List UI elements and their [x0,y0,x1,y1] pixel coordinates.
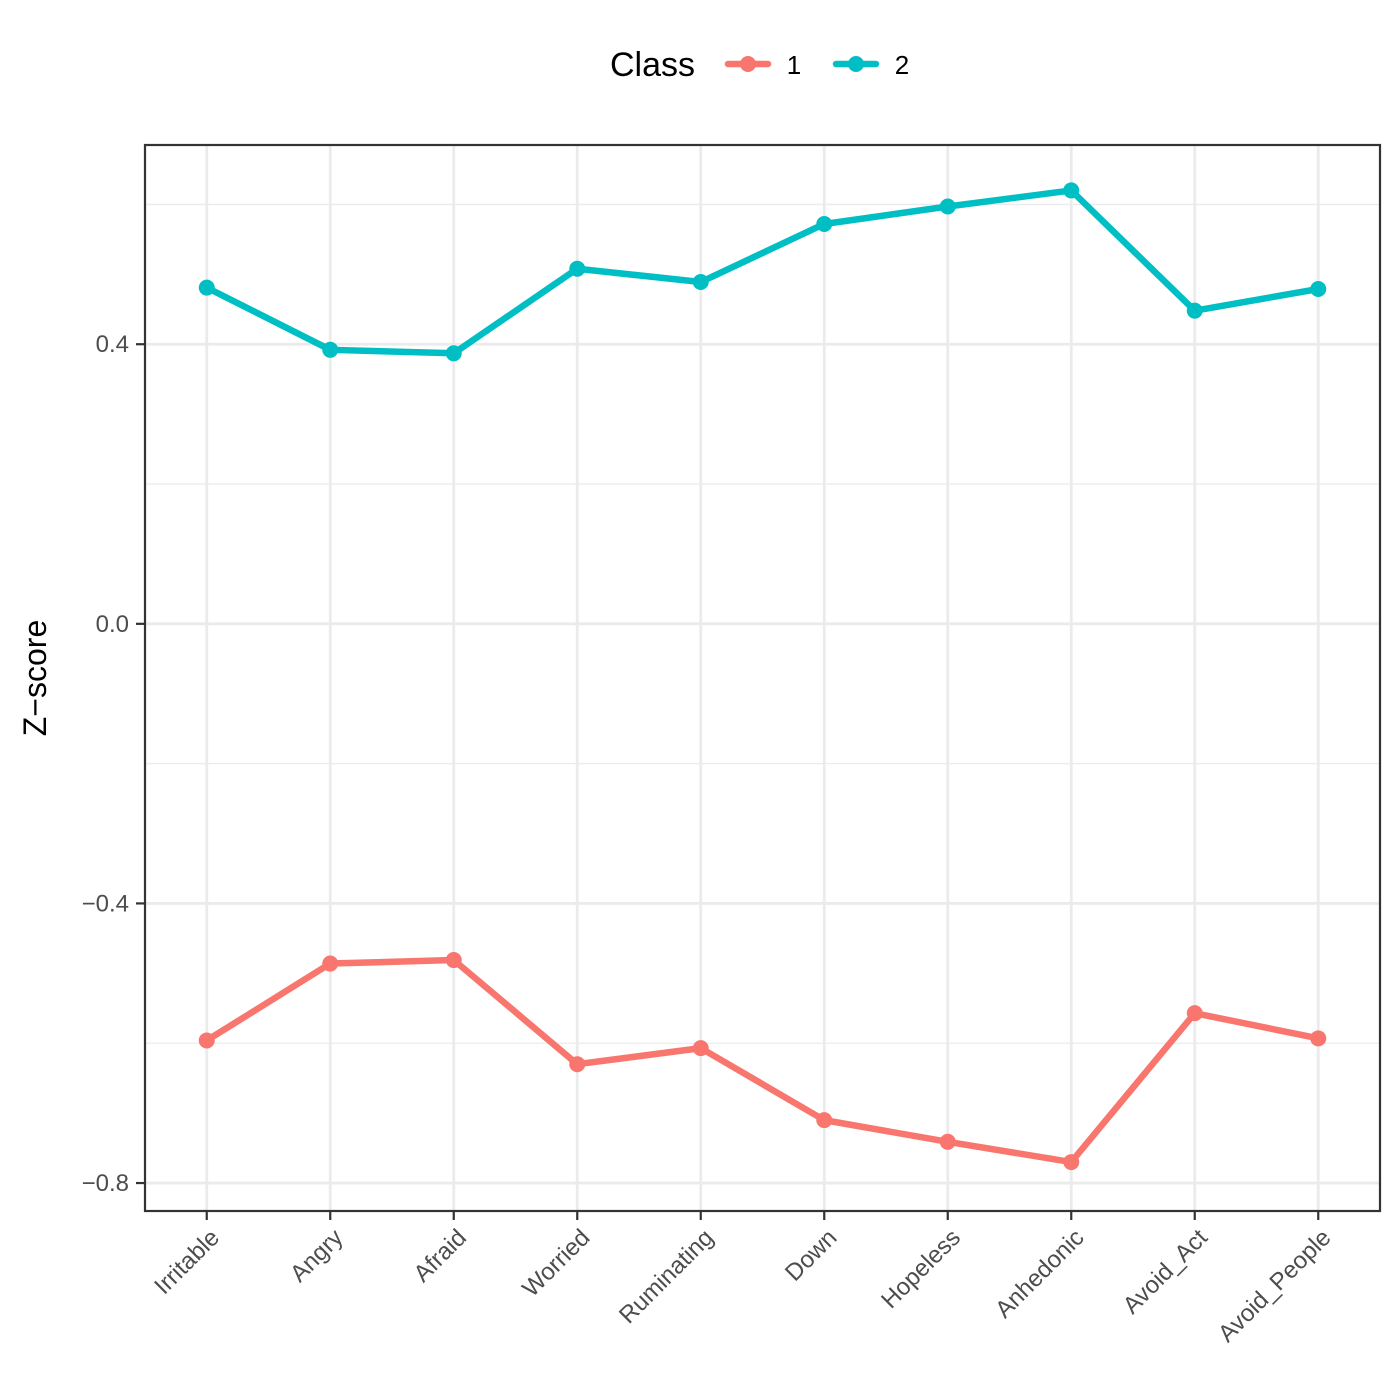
series-1-point [322,955,339,972]
series-1-point [939,1133,956,1150]
x-tick-label: Afraid [409,1224,472,1287]
series-2-point [692,274,709,291]
series-2-point [1063,182,1080,199]
series-1-point [445,952,462,969]
series-1-point [692,1040,709,1057]
series-1-point [1063,1154,1080,1171]
x-tick-label: Angry [285,1224,348,1287]
legend-key-point-2 [848,56,864,72]
y-tick-label: 0.0 [96,611,129,638]
legend-label-1: 1 [787,50,801,80]
series-1-point [198,1032,215,1049]
series-1-point [1186,1005,1203,1022]
series-1-point [1310,1030,1327,1047]
series-2-point [569,260,586,277]
legend-key-point-1 [740,56,756,72]
series-1-line [203,956,1322,1166]
plot-area: −0.8 −0.4 0.0 0.4 Irritable Angry Afraid Worrie… [82,143,1382,1348]
x-tick-label: Worried [517,1224,595,1302]
series-1-point [569,1056,586,1073]
y-axis-title: Z−score [17,620,53,736]
x-tick-label: Down [780,1224,842,1286]
series-2-point [198,279,215,296]
legend-label-2: 2 [895,50,909,80]
y-tick-label: −0.8 [82,1170,129,1197]
series-2-point [1310,280,1327,297]
series-2-line [203,187,1322,357]
series-2-point [445,345,462,362]
series-1-point [816,1112,833,1129]
x-tick-label: Anhedonic [990,1224,1089,1323]
x-tick-label: Hopeless [876,1224,966,1314]
x-tick-label: Avoid_Act [1118,1224,1213,1319]
series-2-point [1186,302,1203,319]
x-tick-label: Ruminating [614,1224,719,1329]
y-tick-label: 0.4 [96,331,129,358]
series-2-point [816,215,833,232]
series-2-point [939,198,956,215]
legend-title: Class [610,46,695,84]
y-tick-label: −0.4 [82,890,129,917]
panel-border [143,143,1382,1213]
x-tick-label: Avoid_People [1213,1224,1337,1348]
x-tick-label: Irritable [149,1224,225,1300]
series-2-point [322,341,339,358]
